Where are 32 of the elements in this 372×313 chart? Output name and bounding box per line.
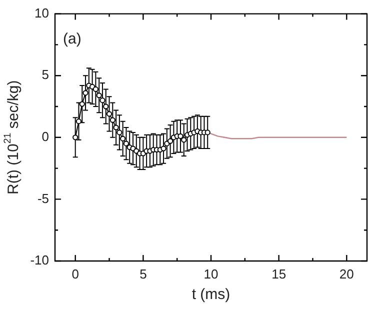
- annotation: (a): [63, 30, 82, 48]
- y-axis-title: R(t) (1021 sec/kg): [2, 80, 22, 194]
- point: [110, 117, 116, 123]
- point: [72, 134, 78, 140]
- x-axis-title: t (ms): [192, 286, 230, 304]
- point: [123, 140, 130, 146]
- point: [120, 136, 126, 142]
- x-tick-label: 0: [72, 266, 79, 282]
- point: [76, 118, 82, 124]
- point: [116, 130, 122, 136]
- y-tick-label: 0: [42, 128, 49, 144]
- point: [100, 98, 106, 104]
- point: [168, 138, 174, 144]
- point: [82, 90, 88, 96]
- x-tick-label: 10: [204, 266, 218, 282]
- point: [204, 130, 210, 136]
- point: [103, 104, 109, 110]
- point: [106, 111, 112, 117]
- point: [79, 101, 85, 107]
- point: [113, 124, 119, 130]
- y-tick-label: 10: [34, 5, 49, 20]
- y-tick-label: 5: [42, 67, 49, 82]
- point: [92, 86, 98, 92]
- point: [178, 133, 184, 139]
- y-tick-label: -10: [30, 252, 49, 268]
- point: [96, 92, 102, 98]
- x-tick-label: 5: [140, 266, 147, 282]
- y-tick-label: -5: [37, 190, 49, 206]
- point: [160, 146, 166, 152]
- x-tick-label: 15: [272, 266, 286, 282]
- point: [181, 137, 187, 143]
- x-tick-label: 20: [339, 266, 354, 282]
